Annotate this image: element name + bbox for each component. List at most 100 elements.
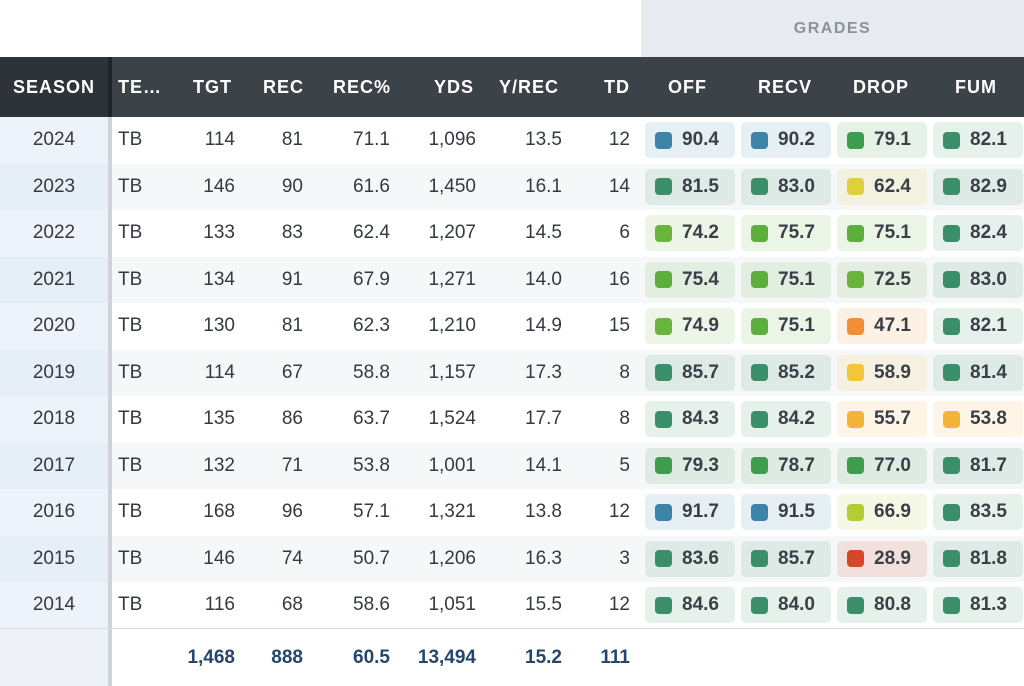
cell-y-rec: 14.1 bbox=[525, 454, 562, 476]
grade-value: 82.9 bbox=[970, 175, 1007, 197]
grade-color-swatch bbox=[751, 317, 768, 335]
grade-value: 55.7 bbox=[874, 408, 911, 429]
column-header-season[interactable]: SEASON bbox=[0, 57, 108, 117]
cell-yds: 1,524 bbox=[428, 408, 476, 430]
grade-color-swatch bbox=[655, 271, 672, 288]
grade-value: 85.7 bbox=[682, 361, 719, 383]
grade-recv: 91.5 bbox=[741, 494, 831, 530]
cell-season: 2021 bbox=[0, 256, 108, 303]
cell-team[interactable]: TB bbox=[118, 501, 143, 523]
total-y-rec: 15.2 bbox=[525, 647, 562, 668]
column-header-tgt[interactable]: TGT bbox=[193, 76, 232, 97]
grade-value: 83.6 bbox=[682, 547, 719, 569]
cell-yds: 1,271 bbox=[428, 268, 476, 290]
cell-team[interactable]: TB bbox=[118, 361, 143, 383]
grade-color-swatch bbox=[751, 131, 768, 149]
cell-team[interactable]: TB bbox=[118, 547, 143, 569]
grade-value: 82.1 bbox=[970, 129, 1007, 150]
table-row[interactable]: 2018 TB 135 86 63.7 1,524 17.7 8 84.3 84.2 55.7 53.… bbox=[0, 396, 1024, 443]
grade-value: 77.0 bbox=[874, 454, 911, 476]
cell-rec-pct: 62.4 bbox=[353, 222, 390, 244]
column-header-drop[interactable]: DROP bbox=[853, 76, 910, 97]
cell-team[interactable]: TB bbox=[118, 454, 143, 476]
cell-team[interactable]: TB bbox=[118, 315, 143, 337]
cell-rec-pct: 58.6 bbox=[353, 594, 390, 616]
column-header-td[interactable]: TD bbox=[604, 76, 630, 97]
cell-yds: 1,207 bbox=[428, 222, 476, 244]
table-row[interactable]: 2021 TB 134 91 67.9 1,271 14.0 16 75.4 75.1 72.5 83… bbox=[0, 256, 1024, 303]
grade-value: 53.8 bbox=[970, 408, 1007, 429]
cell-rec-pct: 61.6 bbox=[353, 175, 390, 197]
grade-value: 90.4 bbox=[682, 129, 719, 150]
grade-recv: 75.7 bbox=[741, 215, 831, 251]
cell-rec-pct: 63.7 bbox=[353, 408, 390, 430]
cell-yds: 1,051 bbox=[428, 594, 476, 616]
grade-color-swatch bbox=[847, 410, 864, 428]
column-divider bbox=[108, 396, 112, 443]
grade-color-swatch bbox=[655, 364, 672, 381]
grade-drop: 66.9 bbox=[837, 494, 927, 530]
cell-yds: 1,157 bbox=[428, 361, 476, 383]
grade-drop: 75.1 bbox=[837, 215, 927, 251]
grade-value: 82.1 bbox=[970, 315, 1007, 336]
grade-value: 85.2 bbox=[778, 361, 815, 383]
column-header-fum[interactable]: FUM bbox=[955, 76, 997, 97]
grade-color-swatch bbox=[751, 503, 768, 521]
table-row[interactable]: 2019 TB 114 67 58.8 1,157 17.3 8 85.7 85.2 58.9 81.… bbox=[0, 349, 1024, 396]
table-row[interactable]: 2014 TB 116 68 58.6 1,051 15.5 12 84.6 84.0 80.8 81… bbox=[0, 582, 1024, 629]
column-header-team[interactable]: TE… bbox=[118, 76, 163, 97]
grade-color-swatch bbox=[751, 271, 768, 288]
column-divider bbox=[108, 629, 112, 686]
cell-team[interactable]: TB bbox=[118, 408, 143, 430]
grade-off: 84.6 bbox=[645, 587, 735, 623]
cell-td: 12 bbox=[608, 501, 630, 523]
grade-drop: 72.5 bbox=[837, 261, 927, 298]
grade-color-swatch bbox=[943, 271, 960, 288]
cell-y-rec: 13.8 bbox=[525, 501, 562, 523]
column-header-rec[interactable]: REC bbox=[263, 76, 305, 97]
cell-season: 2020 bbox=[0, 303, 108, 350]
table-row[interactable]: 2016 TB 168 96 57.1 1,321 13.8 12 91.7 91.5 66.9 83… bbox=[0, 489, 1024, 536]
cell-team[interactable]: TB bbox=[118, 129, 143, 151]
cell-yds: 1,450 bbox=[428, 175, 476, 197]
cell-td: 8 bbox=[619, 361, 630, 383]
grade-value: 83.0 bbox=[778, 175, 815, 197]
table-row[interactable]: 2020 TB 130 81 62.3 1,210 14.9 15 74.9 75.1 47.1 82… bbox=[0, 303, 1024, 350]
column-divider bbox=[108, 303, 112, 350]
grade-off: 74.2 bbox=[645, 215, 735, 251]
grade-fum: 82.1 bbox=[933, 122, 1023, 158]
table-row[interactable]: 2015 TB 146 74 50.7 1,206 16.3 3 83.6 85.7 28.9 81.… bbox=[0, 535, 1024, 582]
grade-value: 74.2 bbox=[682, 222, 719, 243]
column-header-y-rec[interactable]: Y/REC bbox=[499, 76, 560, 97]
cell-tgt: 114 bbox=[204, 129, 235, 151]
grade-color-swatch bbox=[655, 550, 672, 567]
grade-off: 74.9 bbox=[645, 308, 735, 344]
table-row[interactable]: 2022 TB 133 83 62.4 1,207 14.5 6 74.2 75.7 75.1 82.… bbox=[0, 210, 1024, 257]
column-divider bbox=[108, 57, 112, 117]
grade-recv: 84.0 bbox=[741, 587, 831, 623]
column-header-rec-pct[interactable]: REC% bbox=[333, 76, 392, 97]
table-row[interactable]: 2017 TB 132 71 53.8 1,001 14.1 5 79.3 78.7 77.0 81.… bbox=[0, 442, 1024, 489]
grade-color-swatch bbox=[847, 271, 864, 288]
cell-team[interactable]: TB bbox=[118, 268, 143, 290]
cell-season: 2014 bbox=[0, 582, 108, 629]
cell-td: 8 bbox=[619, 408, 630, 430]
table-row[interactable]: 2024 TB 114 81 71.1 1,096 13.5 12 90.4 90.2 79.1 82… bbox=[0, 117, 1024, 164]
column-header-recv[interactable]: RECV bbox=[758, 76, 813, 97]
grade-off: 75.4 bbox=[645, 261, 735, 298]
cell-season: 2023 bbox=[0, 163, 108, 210]
cell-rec: 83 bbox=[281, 222, 303, 244]
cell-td: 3 bbox=[619, 547, 630, 569]
table-row[interactable]: 2023 TB 146 90 61.6 1,450 16.1 14 81.5 83.0 62.4 82… bbox=[0, 163, 1024, 210]
column-header-off[interactable]: OFF bbox=[668, 76, 707, 97]
cell-tgt: 132 bbox=[203, 454, 235, 476]
grade-value: 84.6 bbox=[682, 594, 719, 615]
column-header-yds[interactable]: YDS bbox=[434, 76, 475, 97]
cell-tgt: 135 bbox=[203, 408, 235, 430]
grade-drop: 77.0 bbox=[837, 447, 927, 484]
cell-team[interactable]: TB bbox=[118, 222, 143, 244]
grade-drop: 55.7 bbox=[837, 401, 927, 437]
cell-team[interactable]: TB bbox=[118, 175, 143, 197]
cell-team[interactable]: TB bbox=[118, 594, 143, 616]
grade-value: 66.9 bbox=[874, 501, 911, 522]
